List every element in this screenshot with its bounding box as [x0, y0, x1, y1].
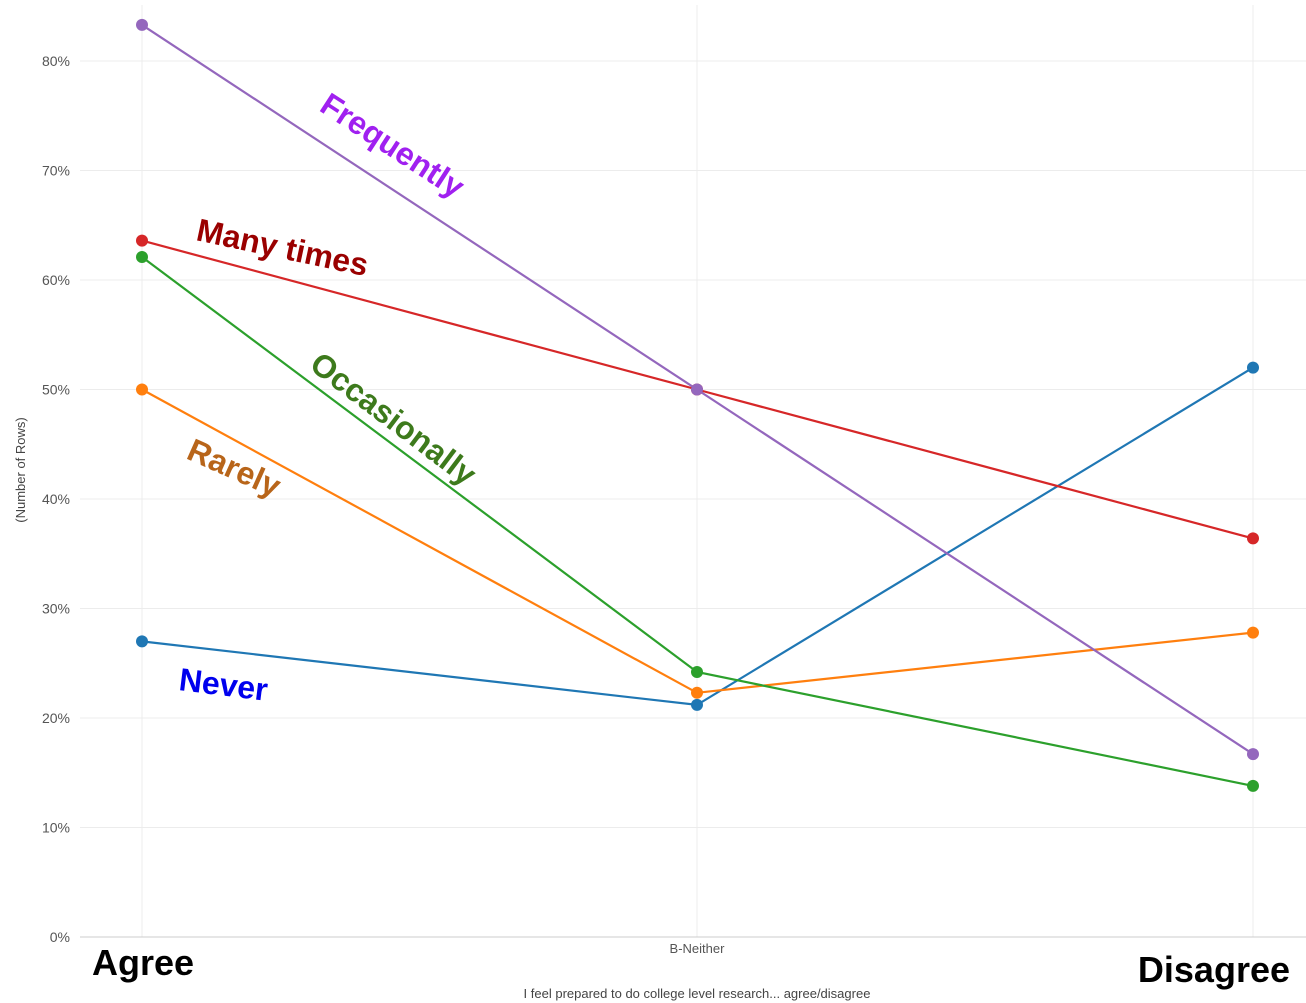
- data-point-frequently: [1247, 748, 1259, 761]
- y-axis-title: (Number of Rows): [13, 417, 28, 522]
- disagree-label: Disagree: [1138, 949, 1290, 990]
- y-tick-label: 10%: [42, 820, 70, 836]
- data-point-frequently: [136, 18, 148, 31]
- y-tick-label: 20%: [42, 710, 70, 726]
- data-point-frequently: [691, 383, 703, 396]
- y-tick-label: 80%: [42, 53, 70, 69]
- series-label-frequently: Frequently: [314, 86, 471, 205]
- series-label-rarely: Rarely: [182, 432, 286, 505]
- series-group: [136, 18, 1259, 792]
- data-point-rarely: [1247, 626, 1259, 639]
- data-point-rarely: [136, 383, 148, 396]
- data-point-many-times: [1247, 532, 1259, 545]
- series-label-many-times: Many times: [194, 212, 372, 283]
- x-tick-label-b-neither: B-Neither: [670, 941, 726, 956]
- series-label-never: Never: [177, 661, 270, 708]
- y-axis-ticks: 0% 10% 20% 30% 40% 50% 60% 70% 80%: [42, 53, 70, 945]
- x-axis-title: I feel prepared to do college level rese…: [524, 986, 871, 1001]
- data-point-never: [136, 635, 148, 648]
- data-point-occasionally: [1247, 779, 1259, 792]
- y-tick-label: 0%: [50, 929, 70, 945]
- data-point-occasionally: [136, 251, 148, 263]
- y-tick-label: 50%: [42, 382, 70, 398]
- y-tick-label: 70%: [42, 163, 70, 179]
- data-point-never: [691, 698, 703, 711]
- agree-label: Agree: [92, 942, 194, 983]
- data-point-never: [1247, 361, 1259, 374]
- data-point-occasionally: [691, 666, 703, 678]
- y-tick-label: 60%: [42, 272, 70, 288]
- data-point-many-times: [136, 234, 148, 247]
- series-label-occasionally: Occasionally: [304, 345, 484, 493]
- y-tick-label: 30%: [42, 601, 70, 617]
- data-point-rarely: [691, 686, 703, 699]
- y-tick-label: 40%: [42, 491, 70, 507]
